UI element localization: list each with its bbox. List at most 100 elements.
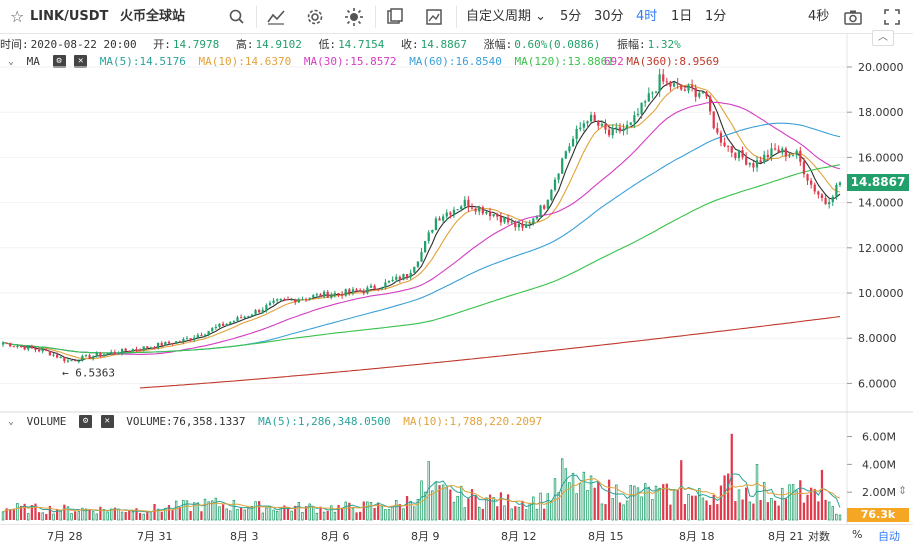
search-icon[interactable] bbox=[228, 0, 246, 34]
volume-axis-label: 6.00M bbox=[862, 431, 896, 444]
auto-scale-toggle[interactable]: 自动 bbox=[878, 530, 900, 543]
volume-bar bbox=[164, 507, 167, 521]
volume-bar bbox=[377, 502, 380, 520]
open-label: 开: bbox=[153, 38, 171, 51]
x-tick: 8月 6 bbox=[321, 530, 350, 543]
volume-bar bbox=[737, 489, 741, 521]
candle-body bbox=[74, 360, 77, 362]
candle-body bbox=[723, 142, 726, 147]
candle-body bbox=[705, 92, 708, 97]
star-icon[interactable]: ☆ bbox=[10, 7, 25, 26]
volume-bar bbox=[434, 481, 438, 521]
interval-5m[interactable]: 5分 bbox=[560, 9, 582, 24]
candle-body bbox=[781, 148, 784, 153]
log-scale-toggle[interactable]: 对数 bbox=[808, 530, 830, 543]
candle-body bbox=[359, 290, 362, 292]
camera-icon[interactable] bbox=[843, 0, 863, 34]
candle-body bbox=[182, 339, 185, 342]
interval-4h[interactable]: 4时 bbox=[636, 9, 658, 24]
volume-bar bbox=[521, 500, 524, 520]
volume-bar bbox=[243, 509, 246, 521]
candle-body bbox=[662, 74, 665, 82]
candle-body bbox=[712, 111, 715, 129]
theme-sun-icon[interactable] bbox=[344, 0, 364, 34]
volume-bar bbox=[784, 498, 788, 520]
candle-body bbox=[312, 295, 315, 298]
candle-body bbox=[128, 350, 131, 352]
volume-bar bbox=[618, 502, 622, 520]
volume-bar bbox=[438, 485, 441, 520]
ma-close-icon[interactable]: ✕ bbox=[74, 54, 88, 68]
volume-bar bbox=[571, 472, 575, 521]
volume-bar bbox=[788, 484, 791, 521]
volume-bar bbox=[333, 511, 337, 521]
volume-bar bbox=[499, 492, 502, 520]
volume-bar bbox=[564, 468, 568, 521]
volume-bar bbox=[207, 501, 210, 521]
volume-bar bbox=[420, 480, 423, 521]
volume-bar bbox=[135, 508, 138, 520]
candle-body bbox=[387, 281, 391, 283]
volume-bar bbox=[636, 487, 640, 521]
volume-bar bbox=[153, 503, 156, 520]
volume-bar bbox=[254, 501, 257, 521]
volume-bar bbox=[12, 508, 15, 520]
volume-bar bbox=[63, 504, 66, 520]
volume-bar bbox=[265, 507, 268, 521]
time-value: 2020-08-22 20:00 bbox=[30, 38, 137, 51]
gear-icon[interactable] bbox=[306, 0, 324, 34]
candle-body bbox=[232, 321, 236, 323]
fullscreen-icon[interactable] bbox=[883, 0, 901, 34]
volume-bar bbox=[586, 490, 589, 521]
interval-1m[interactable]: 1分 bbox=[705, 9, 727, 24]
volume-bar bbox=[770, 498, 773, 521]
image-icon[interactable] bbox=[425, 0, 443, 34]
volume-settings-icon[interactable]: ⚙ bbox=[79, 414, 93, 428]
volume-bar bbox=[275, 511, 279, 521]
candle-body bbox=[380, 287, 383, 290]
percent-scale-toggle[interactable]: % bbox=[852, 528, 863, 541]
candle-body bbox=[795, 150, 798, 156]
expand-vertical-icon[interactable]: ⇕ bbox=[898, 484, 908, 497]
candle-body bbox=[286, 299, 290, 301]
volume-bar bbox=[712, 494, 715, 520]
candle-body bbox=[167, 341, 171, 344]
candle-body bbox=[308, 297, 311, 300]
price-axis-label: 12.0000 bbox=[858, 242, 904, 255]
candle-body bbox=[384, 282, 387, 288]
volume-bar bbox=[185, 500, 189, 521]
volume-bar bbox=[705, 500, 708, 520]
ma10-legend: MA(10):14.6370 bbox=[198, 54, 292, 68]
candle-body bbox=[517, 223, 521, 228]
volume-bar bbox=[766, 502, 769, 520]
candle-body bbox=[333, 293, 337, 296]
chevron-down-icon[interactable]: ⌄ bbox=[8, 415, 15, 427]
ma-overlap-text: 692 bbox=[603, 54, 624, 68]
chevron-down-icon[interactable]: ⌄ bbox=[8, 55, 15, 67]
indicator-icon[interactable] bbox=[266, 0, 286, 34]
kline-chart[interactable]: ← 6.5363 20.0000 18.0000 16.0000 14.0000 12.… bbox=[0, 0, 913, 524]
candle-body bbox=[470, 207, 474, 209]
volume-close-icon[interactable]: ✕ bbox=[100, 414, 114, 428]
ma-settings-icon[interactable]: ⚙ bbox=[52, 54, 66, 68]
layout-icon[interactable] bbox=[386, 0, 404, 34]
volume-bar bbox=[813, 488, 816, 520]
collapse-toggle[interactable]: ︿ bbox=[872, 30, 894, 46]
x-tick: 8月 9 bbox=[411, 530, 440, 543]
price-axis-label: 10.0000 bbox=[858, 287, 904, 300]
volume-bar bbox=[297, 502, 301, 521]
candle-body bbox=[117, 353, 120, 355]
candle-body bbox=[81, 355, 84, 361]
candle-body bbox=[734, 152, 737, 159]
candle-body bbox=[59, 356, 62, 358]
volume-bar bbox=[81, 507, 84, 521]
volume-bar bbox=[55, 509, 59, 520]
interval-30m[interactable]: 30分 bbox=[594, 9, 624, 24]
volume-bar bbox=[449, 489, 452, 520]
ma5-legend: MA(5):14.5176 bbox=[99, 54, 186, 68]
custom-period-dropdown[interactable]: 自定义周期 ⌄ bbox=[466, 9, 547, 24]
interval-1d[interactable]: 1日 bbox=[671, 9, 693, 24]
volume-bar bbox=[380, 506, 384, 521]
volume-bar bbox=[478, 506, 481, 521]
volume-bar bbox=[413, 506, 416, 521]
